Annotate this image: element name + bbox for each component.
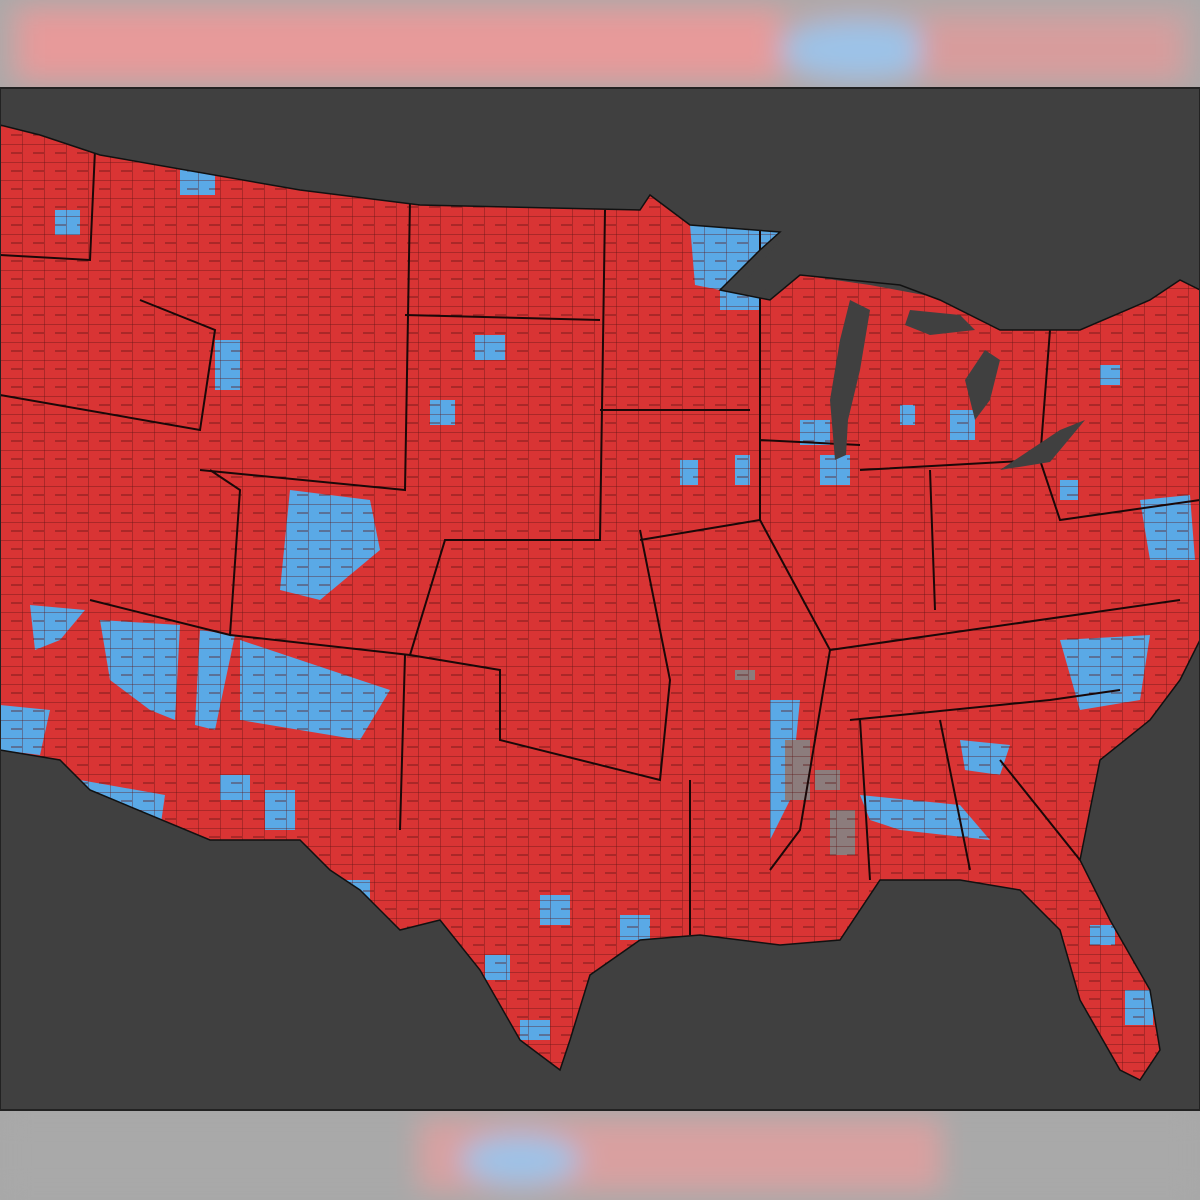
blurred-band-bottom <box>0 1110 1200 1200</box>
us-outline <box>0 124 1200 1081</box>
map-frame <box>0 87 1200 1111</box>
state-borders <box>0 149 1200 935</box>
blurred-band-top <box>0 0 1200 88</box>
great-lakes <box>745 240 1085 470</box>
